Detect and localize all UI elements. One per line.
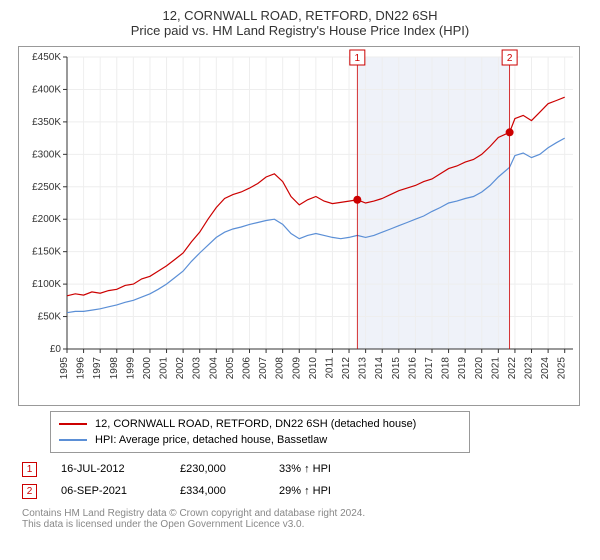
svg-text:1996: 1996 bbox=[76, 357, 87, 380]
svg-text:2017: 2017 bbox=[424, 357, 435, 380]
marker-badge: 2 bbox=[22, 484, 37, 499]
svg-text:2003: 2003 bbox=[192, 357, 203, 380]
svg-text:2: 2 bbox=[507, 53, 513, 64]
page-subtitle: Price paid vs. HM Land Registry's House … bbox=[10, 23, 590, 38]
data-price: £334,000 bbox=[180, 485, 255, 497]
svg-text:2025: 2025 bbox=[557, 357, 568, 380]
legend-label: HPI: Average price, detached house, Bass… bbox=[95, 434, 327, 446]
svg-text:2020: 2020 bbox=[474, 357, 485, 380]
svg-text:2018: 2018 bbox=[441, 357, 452, 380]
svg-text:2014: 2014 bbox=[374, 357, 385, 380]
svg-text:1998: 1998 bbox=[109, 357, 120, 380]
data-row: 2 06-SEP-2021 £334,000 29% ↑ HPI bbox=[22, 480, 590, 502]
legend: 12, CORNWALL ROAD, RETFORD, DN22 6SH (de… bbox=[50, 411, 470, 453]
svg-text:£50K: £50K bbox=[38, 312, 62, 323]
legend-item-hpi: HPI: Average price, detached house, Bass… bbox=[59, 432, 461, 448]
legend-swatch bbox=[59, 439, 87, 441]
svg-text:2016: 2016 bbox=[407, 357, 418, 380]
price-chart: £0 £50K £100K £150K £200K £250K £300K £350K £400… bbox=[18, 46, 580, 406]
svg-text:£300K: £300K bbox=[32, 149, 61, 160]
svg-text:£400K: £400K bbox=[32, 84, 61, 95]
svg-text:2019: 2019 bbox=[457, 357, 468, 380]
svg-text:2023: 2023 bbox=[524, 357, 535, 380]
svg-text:2015: 2015 bbox=[391, 357, 402, 380]
data-points-table: 1 16-JUL-2012 £230,000 33% ↑ HPI 2 06-SE… bbox=[22, 458, 590, 502]
legend-item-property: 12, CORNWALL ROAD, RETFORD, DN22 6SH (de… bbox=[59, 416, 461, 432]
data-delta: 33% ↑ HPI bbox=[279, 463, 331, 475]
chart-canvas: £0 £50K £100K £150K £200K £250K £300K £350K £400… bbox=[19, 47, 581, 407]
marker-badge: 1 bbox=[22, 462, 37, 477]
attribution-line: This data is licensed under the Open Gov… bbox=[22, 519, 590, 530]
svg-text:2005: 2005 bbox=[225, 357, 236, 380]
svg-text:2012: 2012 bbox=[341, 357, 352, 380]
svg-text:2022: 2022 bbox=[507, 357, 518, 380]
svg-text:£0: £0 bbox=[50, 344, 62, 355]
svg-text:2009: 2009 bbox=[291, 357, 302, 380]
svg-text:£100K: £100K bbox=[32, 279, 61, 290]
svg-text:2006: 2006 bbox=[241, 357, 252, 380]
svg-text:2007: 2007 bbox=[258, 357, 269, 380]
attribution-line: Contains HM Land Registry data © Crown c… bbox=[22, 508, 590, 519]
svg-text:£200K: £200K bbox=[32, 214, 61, 225]
svg-text:1995: 1995 bbox=[59, 357, 70, 380]
data-row: 1 16-JUL-2012 £230,000 33% ↑ HPI bbox=[22, 458, 590, 480]
data-price: £230,000 bbox=[180, 463, 255, 475]
svg-text:1997: 1997 bbox=[92, 357, 103, 380]
svg-text:2004: 2004 bbox=[208, 357, 219, 380]
data-date: 06-SEP-2021 bbox=[61, 485, 156, 497]
svg-text:£450K: £450K bbox=[32, 52, 61, 63]
attribution: Contains HM Land Registry data © Crown c… bbox=[22, 508, 590, 530]
page-title: 12, CORNWALL ROAD, RETFORD, DN22 6SH bbox=[10, 8, 590, 23]
data-date: 16-JUL-2012 bbox=[61, 463, 156, 475]
svg-text:2002: 2002 bbox=[175, 357, 186, 380]
svg-text:£250K: £250K bbox=[32, 182, 61, 193]
svg-text:£150K: £150K bbox=[32, 247, 61, 258]
svg-text:2013: 2013 bbox=[358, 357, 369, 380]
data-delta: 29% ↑ HPI bbox=[279, 485, 331, 497]
svg-text:2010: 2010 bbox=[308, 357, 319, 380]
svg-text:1: 1 bbox=[355, 53, 361, 64]
svg-text:2011: 2011 bbox=[324, 357, 335, 379]
svg-text:2021: 2021 bbox=[490, 357, 501, 380]
legend-label: 12, CORNWALL ROAD, RETFORD, DN22 6SH (de… bbox=[95, 418, 416, 430]
svg-text:£350K: £350K bbox=[32, 117, 61, 128]
svg-text:2000: 2000 bbox=[142, 357, 153, 380]
svg-text:2024: 2024 bbox=[540, 357, 551, 380]
legend-swatch bbox=[59, 423, 87, 425]
svg-text:2008: 2008 bbox=[275, 357, 286, 380]
svg-text:1999: 1999 bbox=[125, 357, 136, 380]
svg-text:2001: 2001 bbox=[159, 357, 170, 380]
